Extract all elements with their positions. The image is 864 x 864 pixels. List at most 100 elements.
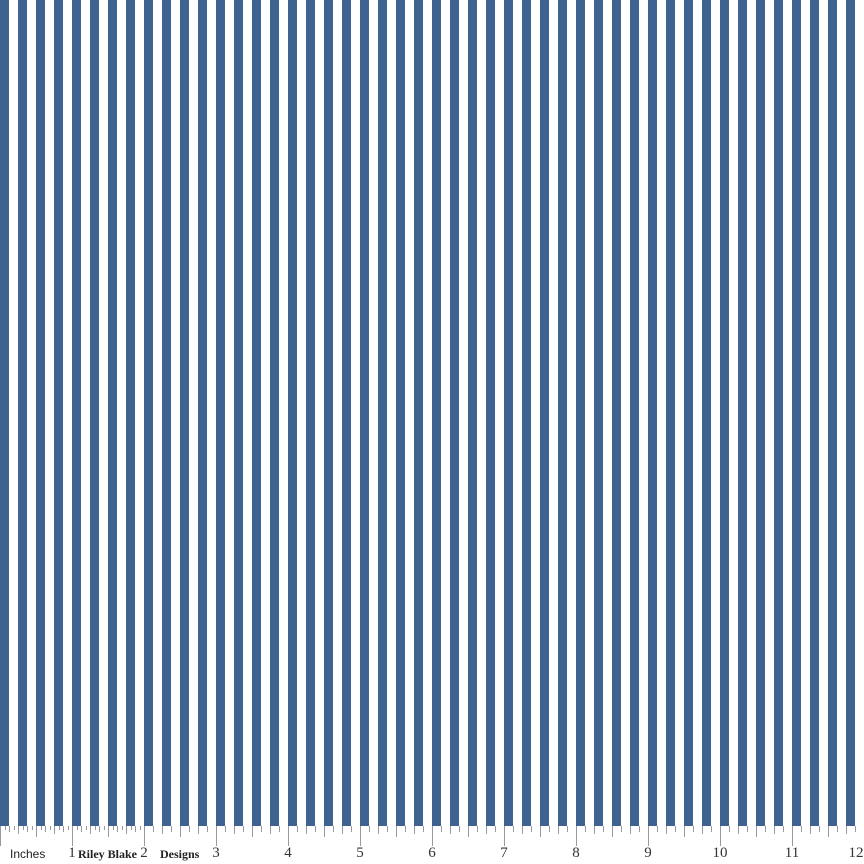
ruler-tick bbox=[423, 826, 424, 832]
ruler-tick bbox=[765, 826, 766, 832]
ruler-tick bbox=[171, 826, 172, 832]
ruler-tick bbox=[549, 826, 550, 832]
ruler-tick bbox=[513, 826, 514, 832]
ruler-tick bbox=[414, 826, 415, 834]
ruler-tick bbox=[495, 826, 496, 832]
ruler-tick bbox=[270, 826, 271, 834]
ruler-tick bbox=[711, 826, 712, 832]
ruler-tick bbox=[639, 826, 640, 832]
ruler-tick bbox=[378, 826, 379, 834]
ruler-tick bbox=[288, 826, 289, 846]
ruler-tick bbox=[540, 826, 541, 837]
ruler-number: 4 bbox=[284, 845, 292, 861]
ruler-tick bbox=[108, 826, 109, 837]
ruler-tick bbox=[369, 826, 370, 832]
ruler-unit-label: Inches bbox=[10, 847, 46, 861]
brand-name: Riley Blake bbox=[78, 847, 137, 861]
ruler-tick bbox=[36, 826, 37, 837]
ruler-tick bbox=[720, 826, 721, 846]
ruler-tick bbox=[95, 826, 96, 830]
ruler-tick bbox=[0, 826, 1, 846]
ruler-tick bbox=[504, 826, 505, 846]
ruler-tick bbox=[702, 826, 703, 834]
ruler-tick bbox=[86, 826, 87, 830]
ruler-tick bbox=[14, 826, 15, 830]
ruler-tick bbox=[387, 826, 388, 832]
ruler-number: 9 bbox=[644, 845, 652, 861]
ruler-tick bbox=[576, 826, 577, 846]
ruler-tick bbox=[117, 826, 118, 832]
ruler-number: 12 bbox=[848, 845, 864, 861]
ruler: Inches Riley Blake Designs 1 2 3 4 5 6 7 8 9 10 11… bbox=[0, 826, 864, 864]
ruler-tick bbox=[63, 826, 64, 832]
ruler-tick bbox=[50, 826, 51, 830]
ruler-tick bbox=[837, 826, 838, 832]
ruler-tick bbox=[657, 826, 658, 832]
ruler-tick bbox=[72, 826, 73, 846]
ruler-tick bbox=[351, 826, 352, 832]
ruler-tick bbox=[306, 826, 307, 834]
ruler-tick bbox=[342, 826, 343, 834]
ruler-number: 2 bbox=[140, 845, 148, 861]
ruler-tick bbox=[23, 826, 24, 830]
ruler-tick bbox=[9, 826, 10, 832]
ruler-tick bbox=[5, 826, 6, 830]
ruler-tick bbox=[198, 826, 199, 834]
ruler-tick bbox=[648, 826, 649, 846]
ruler-tick bbox=[234, 826, 235, 834]
ruler-tick bbox=[99, 826, 100, 832]
ruler-tick bbox=[675, 826, 676, 832]
ruler-tick bbox=[774, 826, 775, 834]
ruler-tick bbox=[828, 826, 829, 837]
ruler-tick bbox=[486, 826, 487, 834]
ruler-tick bbox=[810, 826, 811, 834]
ruler-tick bbox=[567, 826, 568, 832]
ruler-tick bbox=[131, 826, 132, 830]
ruler-tick bbox=[585, 826, 586, 832]
ruler-number: 6 bbox=[428, 845, 436, 861]
ruler-tick bbox=[729, 826, 730, 832]
ruler-tick bbox=[477, 826, 478, 832]
ruler-tick bbox=[756, 826, 757, 837]
ruler-tick bbox=[531, 826, 532, 832]
ruler-tick bbox=[621, 826, 622, 832]
ruler-tick bbox=[666, 826, 667, 834]
ruler-tick bbox=[27, 826, 28, 832]
ruler-tick bbox=[846, 826, 847, 834]
ruler-tick bbox=[396, 826, 397, 837]
ruler-tick bbox=[468, 826, 469, 837]
ruler-tick bbox=[140, 826, 141, 830]
ruler-tick bbox=[594, 826, 595, 834]
ruler-tick bbox=[432, 826, 433, 846]
ruler-tick bbox=[297, 826, 298, 832]
ruler-tick bbox=[252, 826, 253, 837]
ruler-tick bbox=[333, 826, 334, 832]
ruler-tick bbox=[180, 826, 181, 837]
ruler-tick bbox=[126, 826, 127, 834]
ruler-tick bbox=[104, 826, 105, 830]
ruler-tick bbox=[225, 826, 226, 832]
ruler-tick bbox=[18, 826, 19, 834]
ruler-number: 11 bbox=[784, 845, 800, 861]
ruler-tick bbox=[81, 826, 82, 832]
ruler-tick bbox=[90, 826, 91, 834]
ruler-tick bbox=[801, 826, 802, 832]
ruler-tick bbox=[558, 826, 559, 834]
ruler-tick bbox=[162, 826, 163, 834]
ruler-tick bbox=[405, 826, 406, 832]
ruler-tick bbox=[32, 826, 33, 830]
ruler-tick bbox=[693, 826, 694, 832]
ruler-tick bbox=[324, 826, 325, 837]
brand-name-suffix: Designs bbox=[160, 847, 200, 861]
ruler-tick bbox=[45, 826, 46, 832]
ruler-tick bbox=[747, 826, 748, 832]
ruler-tick bbox=[450, 826, 451, 834]
ruler-tick bbox=[122, 826, 123, 830]
ruler-tick bbox=[54, 826, 55, 834]
ruler-tick bbox=[783, 826, 784, 832]
ruler-tick bbox=[792, 826, 793, 846]
ruler-tick bbox=[522, 826, 523, 834]
ruler-tick bbox=[630, 826, 631, 834]
ruler-tick bbox=[68, 826, 69, 830]
